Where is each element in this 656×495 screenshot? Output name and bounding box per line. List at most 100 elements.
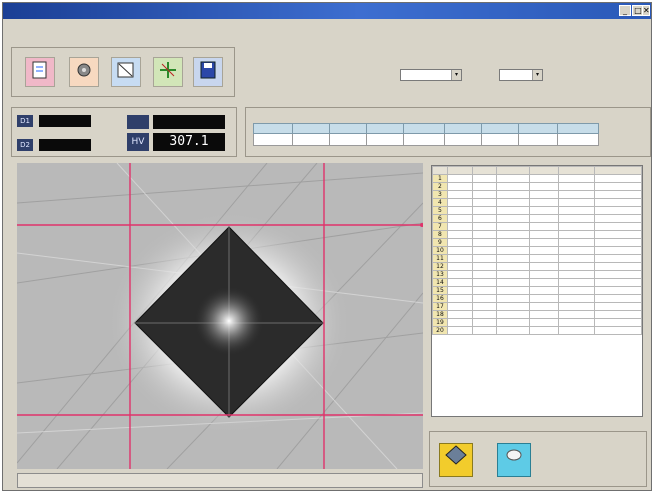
grid-cell [471,206,498,215]
data-grid[interactable]: 1 2 3 4 5 6 7 8 9 10 11 12 13 14 15 16 17 18 19 20 [431,165,643,417]
indentation-image [17,163,423,469]
results-header [518,123,558,134]
grid-cell [557,190,596,199]
grid-cell [446,230,473,239]
grid-row[interactable]: 20 [432,326,642,335]
grid-cell [496,262,531,271]
minimize-button[interactable]: _ [619,5,631,16]
grid-row[interactable]: 1 [432,174,642,183]
grid-cell [594,174,642,183]
grid-cell [529,302,559,311]
operations-group [429,431,647,487]
grid-cell [471,198,498,207]
grid-cell [594,182,642,191]
grid-cell [594,198,642,207]
grid-cell [557,294,596,303]
grid-cell [446,302,473,311]
grid-header [432,166,448,175]
grid-cell [446,286,473,295]
ruler-button[interactable] [111,57,141,87]
grid-row[interactable]: 5 [432,206,642,215]
probe-button[interactable] [497,443,531,477]
grid-cell [496,254,531,263]
grid-row[interactable]: 2 [432,182,642,191]
grid-cell [471,310,498,319]
grid-row[interactable]: 12 [432,262,642,271]
lens-select[interactable]: ▾ [499,69,543,81]
grid-row[interactable]: 19 [432,318,642,327]
save-button[interactable] [193,57,223,87]
grid-cell [471,318,498,327]
d1-label: D1 [17,115,33,127]
grid-cell [496,326,531,335]
grid-cell [496,174,531,183]
grid-cell [471,286,498,295]
grid-cell [557,246,596,255]
grid-cell [594,214,642,223]
grid-header [529,166,559,175]
grid-cell [594,262,642,271]
grid-cell [557,310,596,319]
crosshair-button[interactable] [153,57,183,87]
grid-cell [557,230,596,239]
grid-row[interactable]: 14 [432,278,642,287]
grid-row[interactable]: 3 [432,190,642,199]
measure-start-button[interactable] [439,443,473,477]
results-header [329,123,367,134]
grid-cell [471,222,498,231]
grid-row-number: 19 [432,318,448,327]
measure-group [11,107,237,157]
document-button[interactable] [25,57,55,87]
grid-row[interactable]: 13 [432,270,642,279]
grid-cell [557,262,596,271]
grid-cell [529,238,559,247]
grid-cell [529,326,559,335]
grid-row[interactable]: 8 [432,230,642,239]
grid-cell [496,310,531,319]
grid-cell [594,286,642,295]
grid-row[interactable]: 11 [432,254,642,263]
grid-cell [557,198,596,207]
grid-cell [471,302,498,311]
grid-cell [594,278,642,287]
grid-row[interactable]: 10 [432,246,642,255]
grid-row[interactable]: 6 [432,214,642,223]
grid-row[interactable]: 15 [432,286,642,295]
grid-cell [471,246,498,255]
grid-row[interactable]: 7 [432,222,642,231]
grid-row[interactable]: 16 [432,294,642,303]
results-header [403,123,445,134]
grid-row-number: 9 [432,238,448,247]
grid-cell [557,206,596,215]
top-label [127,115,149,129]
grid-cell [471,230,498,239]
grid-cell [471,254,498,263]
results-header [557,123,599,134]
grid-cell [496,214,531,223]
gear-icon [77,63,91,77]
grid-header [496,166,531,175]
grid-cell [496,302,531,311]
grid-cell [557,278,596,287]
grid-row[interactable]: 4 [432,198,642,207]
grid-row-number: 12 [432,262,448,271]
gear-button[interactable] [69,57,99,87]
grid-row-number: 6 [432,214,448,223]
results-header [253,123,293,134]
grid-row[interactable]: 17 [432,302,642,311]
d1-value [39,115,91,127]
grid-row[interactable]: 9 [432,238,642,247]
top-value [153,115,225,129]
indent-image-view[interactable] [17,163,423,469]
toolbar-group [11,47,235,97]
close-button[interactable]: ✕ [642,5,650,16]
grid-cell [446,174,473,183]
grid-cell [557,214,596,223]
grid-row[interactable]: 18 [432,310,642,319]
d2-label: D2 [17,139,33,151]
grid-cell [529,294,559,303]
grid-cell [496,286,531,295]
grid-cell [471,326,498,335]
load-select[interactable]: ▾ [400,69,462,81]
hv-label: HV [127,133,149,151]
